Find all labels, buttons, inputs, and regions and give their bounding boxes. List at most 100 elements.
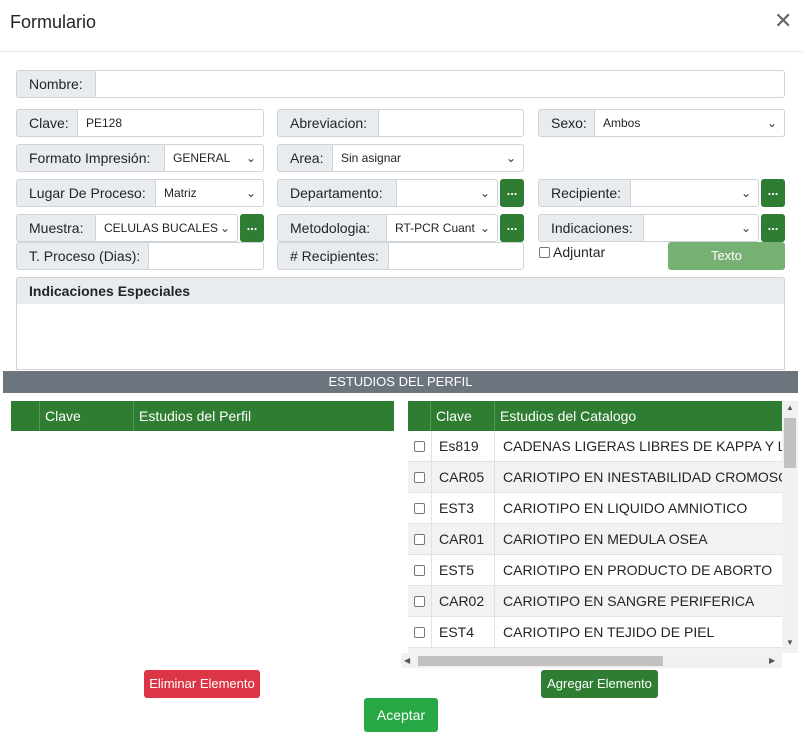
row-checkbox[interactable] xyxy=(414,503,425,514)
chevron-down-icon: ⌄ xyxy=(479,221,490,235)
sexo-select[interactable]: Ambos ⌄ xyxy=(594,109,785,137)
muestra-more-button[interactable]: ... xyxy=(240,214,264,242)
row-checkbox[interactable] xyxy=(414,441,425,452)
formato-select[interactable]: GENERAL ⌄ xyxy=(164,144,264,172)
indicaciones-label: Indicaciones: xyxy=(538,214,644,242)
row-clave: CAR01 xyxy=(431,524,494,555)
metodologia-more-button[interactable]: ... xyxy=(500,214,524,242)
chevron-down-icon: ⌄ xyxy=(766,116,777,130)
recipiente-label: Recipiente: xyxy=(538,179,631,207)
header-divider xyxy=(0,51,803,52)
row-checkbox[interactable] xyxy=(414,627,425,638)
row-estudio: CARIOTIPO EN LIQUIDO AMNIOTICO xyxy=(494,493,782,524)
departamento-select[interactable]: ⌄ xyxy=(396,179,498,207)
row-clave: EST4 xyxy=(431,617,494,648)
scroll-left-icon[interactable]: ◀ xyxy=(404,656,411,665)
muestra-label: Muestra: xyxy=(16,214,96,242)
sexo-label: Sexo: xyxy=(538,109,595,137)
row-checkbox[interactable] xyxy=(414,472,425,483)
chevron-down-icon: ⌄ xyxy=(479,186,490,200)
table-row[interactable]: CAR02 CARIOTIPO EN SANGRE PERIFERICA xyxy=(408,586,782,617)
texto-button[interactable]: Texto xyxy=(668,242,785,270)
adjuntar-label: Adjuntar xyxy=(553,244,606,260)
row-checkbox[interactable] xyxy=(414,534,425,545)
departamento-more-button[interactable]: ... xyxy=(500,179,524,207)
table-row[interactable]: EST3 CARIOTIPO EN LIQUIDO AMNIOTICO xyxy=(408,493,782,524)
chevron-down-icon: ⌄ xyxy=(740,221,751,235)
row-estudio: CARIOTIPO EN SANGRE PERIFERICA xyxy=(494,586,782,617)
row-clave: Es819 xyxy=(431,431,494,462)
lugar-label: Lugar De Proceso: xyxy=(16,179,156,207)
area-value: Sin asignar xyxy=(341,151,402,165)
indicaciones-select[interactable]: ⌄ xyxy=(643,214,759,242)
indicaciones-more-button[interactable]: ... xyxy=(761,214,785,242)
table-row[interactable]: EST4 CARIOTIPO EN TEJIDO DE PIEL xyxy=(408,617,782,648)
row-checkbox[interactable] xyxy=(414,596,425,607)
section-title: ESTUDIOS DEL PERFIL xyxy=(3,371,798,393)
scroll-up-icon[interactable]: ▲ xyxy=(786,403,794,412)
chevron-down-icon: ⌄ xyxy=(505,151,516,165)
muestra-select[interactable]: CELULAS BUCALES ⌄ xyxy=(95,214,238,242)
metodologia-value: RT-PCR Cuant xyxy=(395,221,475,235)
recipientes-input[interactable] xyxy=(388,242,524,270)
perfil-col-clave: Clave xyxy=(39,401,133,431)
aceptar-button[interactable]: Aceptar xyxy=(364,698,438,732)
recipientes-label: # Recipientes: xyxy=(277,242,389,270)
catalogo-col-estudios: Estudios del Catalogo xyxy=(494,401,782,431)
table-row[interactable]: CAR05 CARIOTIPO EN INESTABILIDAD CROMOSO… xyxy=(408,462,782,493)
abreviacion-label: Abreviacion: xyxy=(277,109,379,137)
abreviacion-input[interactable] xyxy=(378,109,524,137)
tproceso-label: T. Proceso (Dias): xyxy=(16,242,149,270)
recipiente-more-button[interactable]: ... xyxy=(761,179,785,207)
formato-label: Formato Impresión: xyxy=(16,144,165,172)
chevron-down-icon: ⌄ xyxy=(219,221,230,235)
eliminar-elemento-button[interactable]: Eliminar Elemento xyxy=(144,670,260,698)
perfil-col-estudios: Estudios del Perfil xyxy=(133,401,394,431)
row-clave: EST5 xyxy=(431,555,494,586)
chevron-down-icon: ⌄ xyxy=(245,151,256,165)
metodologia-label: Metodologia: xyxy=(277,214,387,242)
catalogo-table-body: Es819 CADENAS LIGERAS LIBRES DE KAPPA Y … xyxy=(408,431,782,653)
close-icon[interactable]: ✕ xyxy=(774,8,793,33)
adjuntar-checkbox[interactable] xyxy=(539,247,550,258)
modal-title: Formulario xyxy=(10,12,97,32)
catalogo-table-header: Clave Estudios del Catalogo xyxy=(408,401,782,431)
sexo-value: Ambos xyxy=(603,116,641,130)
indicaciones-especiales-textarea[interactable] xyxy=(16,304,785,370)
metodologia-select[interactable]: RT-PCR Cuant ⌄ xyxy=(386,214,498,242)
table-row[interactable]: EST5 CARIOTIPO EN PRODUCTO DE ABORTO xyxy=(408,555,782,586)
scroll-right-icon[interactable]: ▶ xyxy=(769,656,776,665)
recipiente-select[interactable]: ⌄ xyxy=(630,179,759,207)
table-row[interactable]: CAR01 CARIOTIPO EN MEDULA OSEA xyxy=(408,524,782,555)
area-label: Area: xyxy=(277,144,333,172)
formato-value: GENERAL xyxy=(173,151,231,165)
horizontal-scrollbar-thumb[interactable] xyxy=(418,656,663,666)
chevron-down-icon: ⌄ xyxy=(245,186,256,200)
row-estudio: CARIOTIPO EN MEDULA OSEA xyxy=(494,524,782,555)
row-estudio: CARIOTIPO EN PRODUCTO DE ABORTO xyxy=(494,555,782,586)
chevron-down-icon: ⌄ xyxy=(740,186,751,200)
tproceso-input[interactable] xyxy=(148,242,264,270)
muestra-value: CELULAS BUCALES xyxy=(104,221,219,235)
vertical-scrollbar-thumb[interactable] xyxy=(784,418,796,468)
indicaciones-especiales-label: Indicaciones Especiales xyxy=(16,277,785,305)
clave-input[interactable]: PE128 xyxy=(77,109,264,137)
row-estudio: CARIOTIPO EN TEJIDO DE PIEL xyxy=(494,617,782,648)
nombre-label: Nombre: xyxy=(16,70,96,98)
agregar-elemento-button[interactable]: Agregar Elemento xyxy=(541,670,658,698)
table-row[interactable]: Es819 CADENAS LIGERAS LIBRES DE KAPPA Y … xyxy=(408,431,782,462)
row-clave: EST3 xyxy=(431,493,494,524)
nombre-input[interactable] xyxy=(95,70,785,98)
row-checkbox[interactable] xyxy=(414,565,425,576)
departamento-label: Departamento: xyxy=(277,179,397,207)
clave-label: Clave: xyxy=(16,109,78,137)
perfil-table-header: Clave Estudios del Perfil xyxy=(11,401,394,431)
catalogo-col-clave: Clave xyxy=(430,401,494,431)
row-estudio: CARIOTIPO EN INESTABILIDAD CROMOSOMICA xyxy=(494,462,782,493)
lugar-select[interactable]: Matriz ⌄ xyxy=(155,179,264,207)
area-select[interactable]: Sin asignar ⌄ xyxy=(332,144,524,172)
row-clave: CAR02 xyxy=(431,586,494,617)
scroll-down-icon[interactable]: ▼ xyxy=(786,638,794,647)
table-row-partial xyxy=(408,648,782,653)
lugar-value: Matriz xyxy=(164,186,197,200)
